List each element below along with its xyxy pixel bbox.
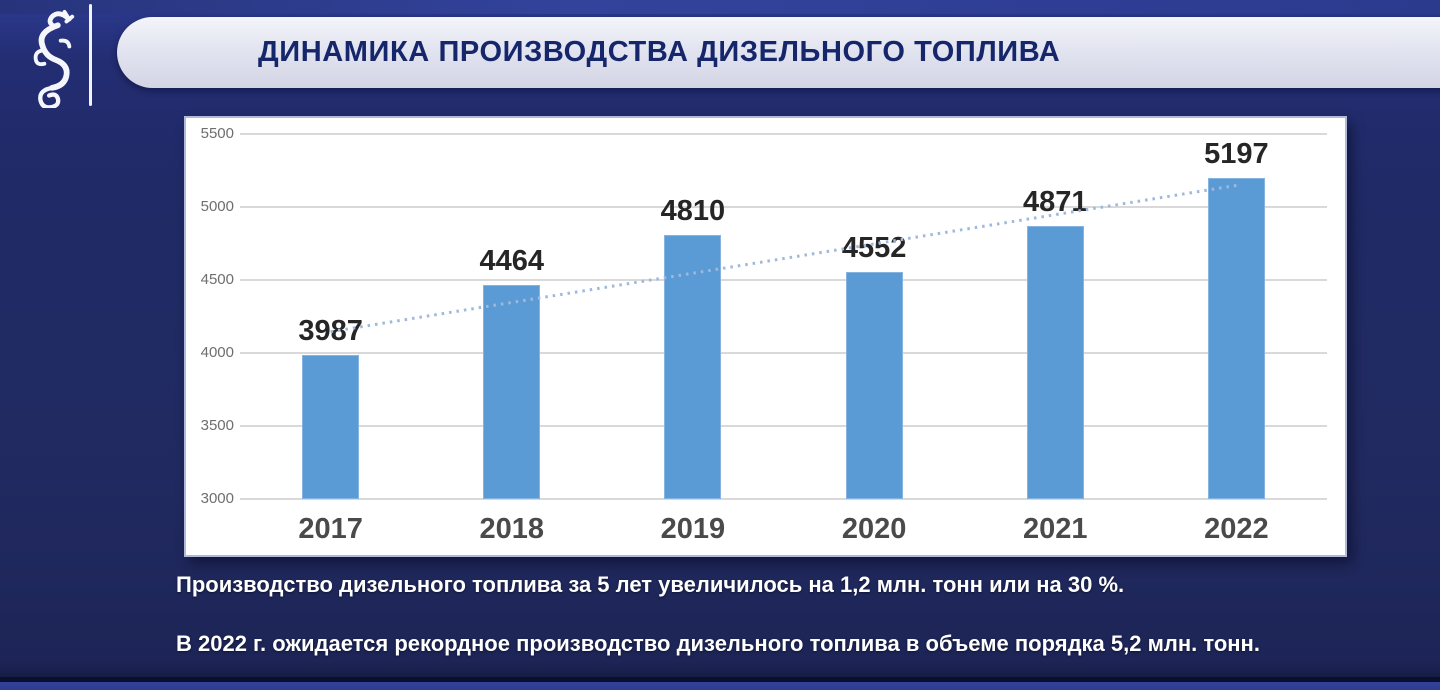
notes-block: Производство дизельного топлива за 5 лет… [176, 572, 1416, 690]
note-line-2: В 2022 г. ожидается рекордное производст… [176, 631, 1260, 656]
note-line-1: Производство дизельного топлива за 5 лет… [176, 572, 1125, 597]
bar-value-label: 4464 [479, 245, 544, 278]
bar-value-label: 3987 [298, 314, 363, 347]
bar-value-label: 5197 [1204, 138, 1269, 171]
y-tick-label: 5500 [200, 125, 234, 142]
gridline [240, 279, 1327, 281]
bar [302, 354, 360, 499]
bar [845, 272, 903, 499]
chart-panel: 3000 3500 4000 4500 5000 5500 3987 2017 4464 2018… [184, 116, 1347, 557]
bar [664, 234, 722, 499]
vertical-divider [89, 4, 92, 106]
bar [1026, 225, 1084, 499]
bar-value-label: 4810 [660, 194, 726, 227]
page-title: ДИНАМИКА ПРОИЗВОДСТВА ДИЗЕЛЬНОГО ТОПЛИВА [258, 36, 1061, 68]
y-tick-label: 3000 [200, 490, 234, 507]
x-category-label: 2019 [660, 513, 726, 545]
gridline [240, 498, 1327, 500]
x-category-label: 2020 [841, 513, 907, 545]
x-category-label: 2018 [479, 513, 544, 545]
x-category-label: 2022 [1204, 513, 1269, 545]
zilant-dragon-logo-icon [33, 9, 75, 108]
bottom-edge-strip [0, 677, 1440, 682]
y-tick-label: 5000 [200, 198, 234, 215]
y-tick-label: 4500 [200, 271, 234, 288]
gridline [240, 352, 1327, 354]
y-tick-label: 3500 [200, 417, 234, 434]
bar-value-label: 4552 [841, 232, 907, 265]
x-category-label: 2021 [1022, 513, 1088, 545]
gridline [240, 133, 1327, 135]
gridline [240, 425, 1327, 427]
bar [1207, 178, 1265, 499]
top-accent-strip [0, 0, 1440, 14]
bar [483, 285, 541, 499]
x-category-label: 2017 [298, 513, 363, 545]
title-banner: ДИНАМИКА ПРОИЗВОДСТВА ДИЗЕЛЬНОГО ТОПЛИВА [117, 17, 1440, 88]
gridline [240, 206, 1327, 208]
bar-value-label: 4871 [1022, 185, 1088, 218]
y-tick-label: 4000 [200, 344, 234, 361]
